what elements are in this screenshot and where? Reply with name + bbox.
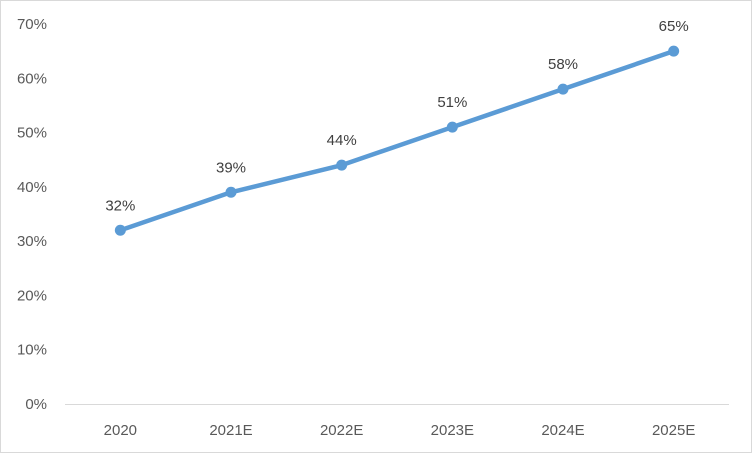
x-tick-label: 2023E: [431, 422, 474, 439]
y-tick-label: 50%: [17, 125, 47, 142]
data-label: 32%: [105, 197, 135, 214]
data-label: 44%: [327, 132, 357, 149]
y-tick-label: 60%: [17, 70, 47, 87]
data-point: [114, 224, 126, 236]
x-tick-label: 2022E: [320, 422, 363, 439]
series-line: [118, 48, 676, 233]
data-labels: 32% 39% 44% 51% 58% 65%: [105, 18, 688, 214]
data-label: 58%: [548, 56, 578, 73]
y-tick-label: 10%: [17, 342, 47, 359]
y-tick-label: 20%: [17, 287, 47, 304]
x-tick-label: 2025E: [652, 422, 695, 439]
x-tick-label: 2020: [104, 422, 137, 439]
y-tick-label: 0%: [25, 396, 47, 413]
y-tick-label: 70%: [17, 16, 47, 33]
data-label: 65%: [659, 18, 689, 35]
y-tick-label: 30%: [17, 233, 47, 250]
data-point: [336, 159, 348, 171]
data-label: 39%: [216, 159, 246, 176]
y-tick-label: 40%: [17, 179, 47, 196]
data-label: 51%: [437, 94, 467, 111]
x-tick-label: 2021E: [209, 422, 252, 439]
data-point: [446, 121, 458, 133]
data-point: [225, 186, 237, 198]
x-tick-label: 2024E: [541, 422, 584, 439]
y-axis: 0% 10% 20% 30% 40% 50% 60% 70%: [17, 16, 47, 413]
data-point: [557, 83, 569, 95]
series-group: [114, 45, 680, 236]
x-axis: 2020 2021E 2022E 2023E 2024E 2025E: [104, 422, 696, 439]
data-point: [668, 45, 680, 57]
